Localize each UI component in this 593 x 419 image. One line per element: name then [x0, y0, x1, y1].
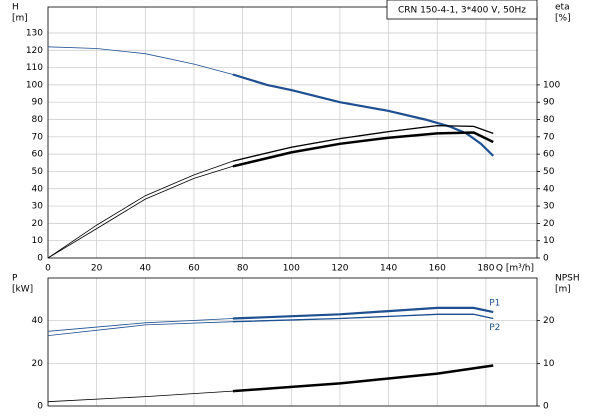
x-tick-label: 160	[429, 264, 446, 274]
y-tick-label: 40	[32, 316, 44, 326]
y-axis-unit: [kW]	[12, 285, 33, 295]
x-tick-label: 60	[188, 264, 200, 274]
curve-operating	[232, 306, 494, 320]
y2-axis-unit: [%]	[555, 14, 571, 24]
y2-tick-label: 100	[543, 80, 560, 90]
curve	[47, 125, 494, 259]
y2-tick-label: 0	[543, 254, 549, 264]
y2-tick-label: 10	[543, 359, 555, 369]
chart-title: CRN 150-4-1, 3*400 V, 50Hz	[398, 6, 526, 16]
y-axis-unit: [m]	[12, 14, 28, 24]
legend-label: P2	[489, 323, 500, 333]
title-box	[386, 0, 538, 20]
y2-tick-label: 20	[543, 316, 555, 326]
plot-frame	[47, 277, 538, 407]
curve-operating	[232, 124, 494, 162]
curve	[47, 307, 494, 332]
x-tick-label: 140	[380, 264, 397, 274]
y-tick-label: 0	[37, 402, 43, 412]
y2-tick-label: 10	[543, 236, 555, 246]
curve-operating	[232, 73, 494, 157]
y2-tick-label: 20	[543, 219, 555, 229]
curve	[47, 365, 494, 403]
y-tick-label: 50	[32, 167, 44, 177]
curve-operating	[232, 131, 494, 168]
x-tick-label: 20	[91, 264, 103, 274]
y-axis-label: P	[12, 274, 18, 284]
y-tick-label: 110	[26, 63, 43, 73]
x-axis-label: Q [m³/h]	[496, 264, 534, 274]
y-tick-label: 40	[32, 184, 44, 194]
x-tick-label: 0	[45, 264, 51, 274]
y-tick-label: 0	[37, 254, 43, 264]
y-tick-label: 100	[26, 80, 43, 90]
y2-tick-label: 50	[543, 167, 555, 177]
legend-label: P1	[489, 299, 500, 309]
y2-tick-label: 60	[543, 150, 555, 160]
y2-tick-label: 90	[543, 98, 555, 108]
y2-axis-label: NPSH	[555, 274, 580, 284]
x-tick-label: 120	[331, 264, 348, 274]
x-tick-label: 80	[237, 264, 249, 274]
curve-operating	[232, 313, 494, 323]
y-tick-label: 20	[32, 219, 44, 229]
x-tick-label: 180	[477, 264, 494, 274]
y-axis-label: H	[12, 3, 19, 13]
y-tick-label: 60	[32, 150, 44, 160]
y-tick-label: 10	[32, 236, 44, 246]
y-tick-label: 80	[32, 115, 44, 125]
y-tick-label: 120	[26, 46, 43, 56]
x-tick-label: 100	[283, 264, 300, 274]
y-tick-label: 90	[32, 98, 44, 108]
y2-tick-label: 40	[543, 184, 555, 194]
y2-tick-label: 0	[543, 402, 549, 412]
curve	[47, 132, 494, 259]
y-tick-label: 30	[32, 202, 44, 212]
y2-tick-label: 80	[543, 115, 555, 125]
y2-tick-label: 30	[543, 202, 555, 212]
y-tick-label: 130	[26, 28, 43, 38]
y2-axis-label: eta	[555, 3, 570, 13]
y2-tick-label: 70	[543, 132, 555, 142]
x-tick-label: 40	[140, 264, 152, 274]
y2-axis-unit: [m]	[555, 285, 571, 295]
y-tick-label: 20	[32, 359, 44, 369]
plot-frame	[47, 6, 538, 259]
curve	[47, 46, 494, 157]
y-tick-label: 70	[32, 132, 44, 142]
curve-operating	[232, 364, 494, 393]
